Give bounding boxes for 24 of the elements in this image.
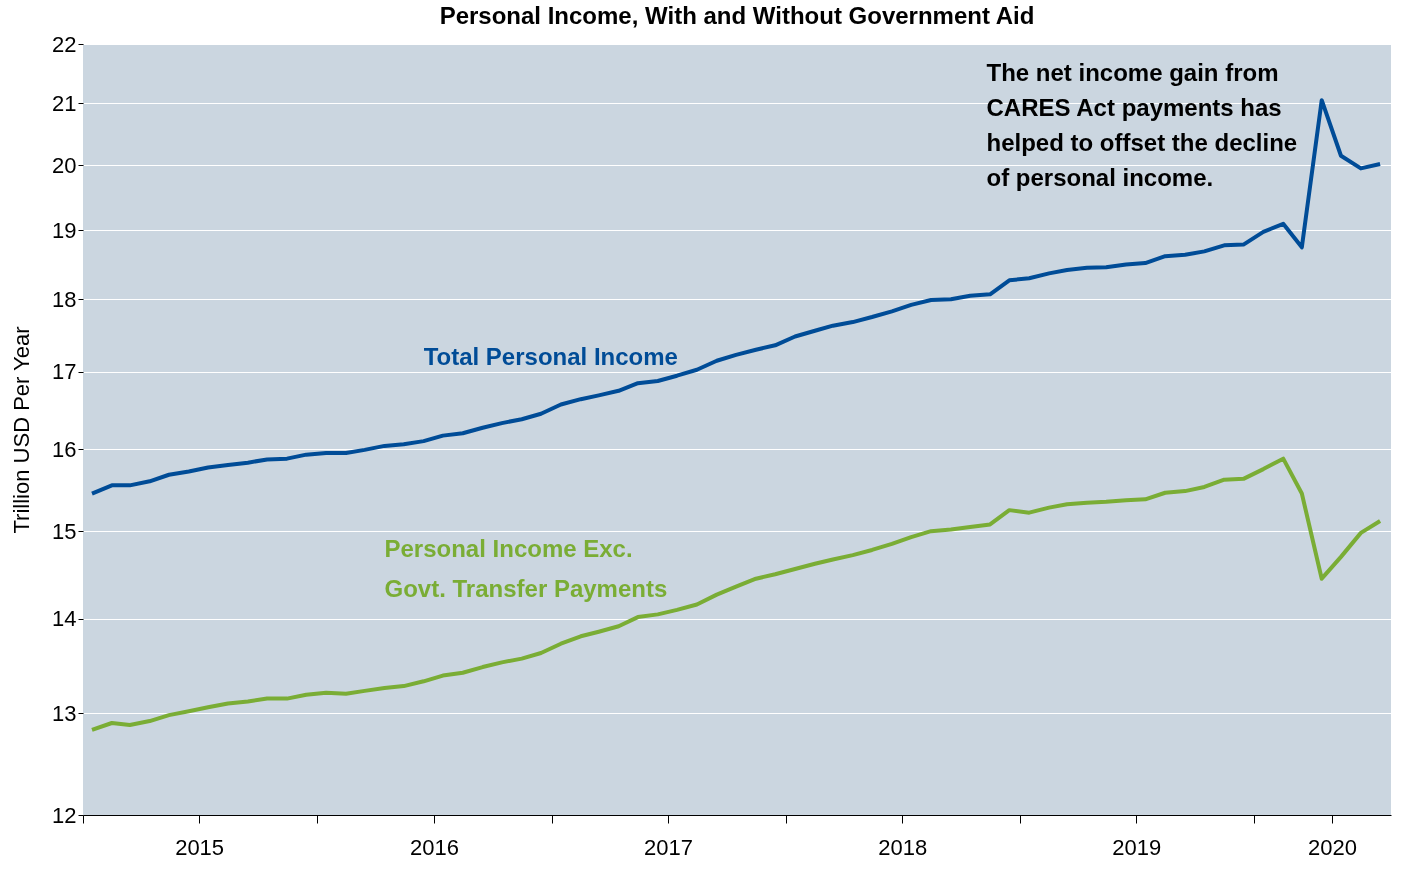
y-tick-label: 15 (52, 518, 77, 544)
series-label: Personal Income Exc. Govt. Transfer Payments (384, 535, 668, 602)
y-tick-label: 12 (52, 802, 77, 828)
y-tick-label: 20 (52, 152, 77, 178)
line-series (89, 456, 1383, 732)
x-tick-label: 2019 (1112, 834, 1162, 860)
x-tick-label: 2017 (644, 834, 694, 860)
x-tick-label: 2020 (1308, 834, 1357, 860)
y-tick-label: 17 (52, 359, 77, 385)
line-series (89, 98, 1383, 496)
y-tick-label: 14 (52, 606, 77, 632)
x-tick-label: 2015 (175, 834, 225, 860)
y-tick-label: 13 (52, 700, 77, 726)
x-tick-label: 2016 (409, 834, 459, 860)
y-tick-label: 18 (52, 286, 77, 312)
y-tick-label: 16 (52, 436, 77, 462)
x-tick-label: 2018 (878, 834, 928, 860)
y-tick-label: 22 (52, 31, 77, 57)
series-label: Total Personal Income (423, 343, 678, 371)
annotation: The net income gain from CARES Act payments has helped to offset the decline of personal income. (986, 59, 1298, 191)
y-axis-title: Trillion USD Per Year (9, 326, 35, 534)
y-tick-label: 19 (52, 217, 77, 243)
y-tick-label: 21 (52, 90, 77, 116)
chart-title: Personal Income, With and Without Government Aid (439, 2, 1035, 29)
